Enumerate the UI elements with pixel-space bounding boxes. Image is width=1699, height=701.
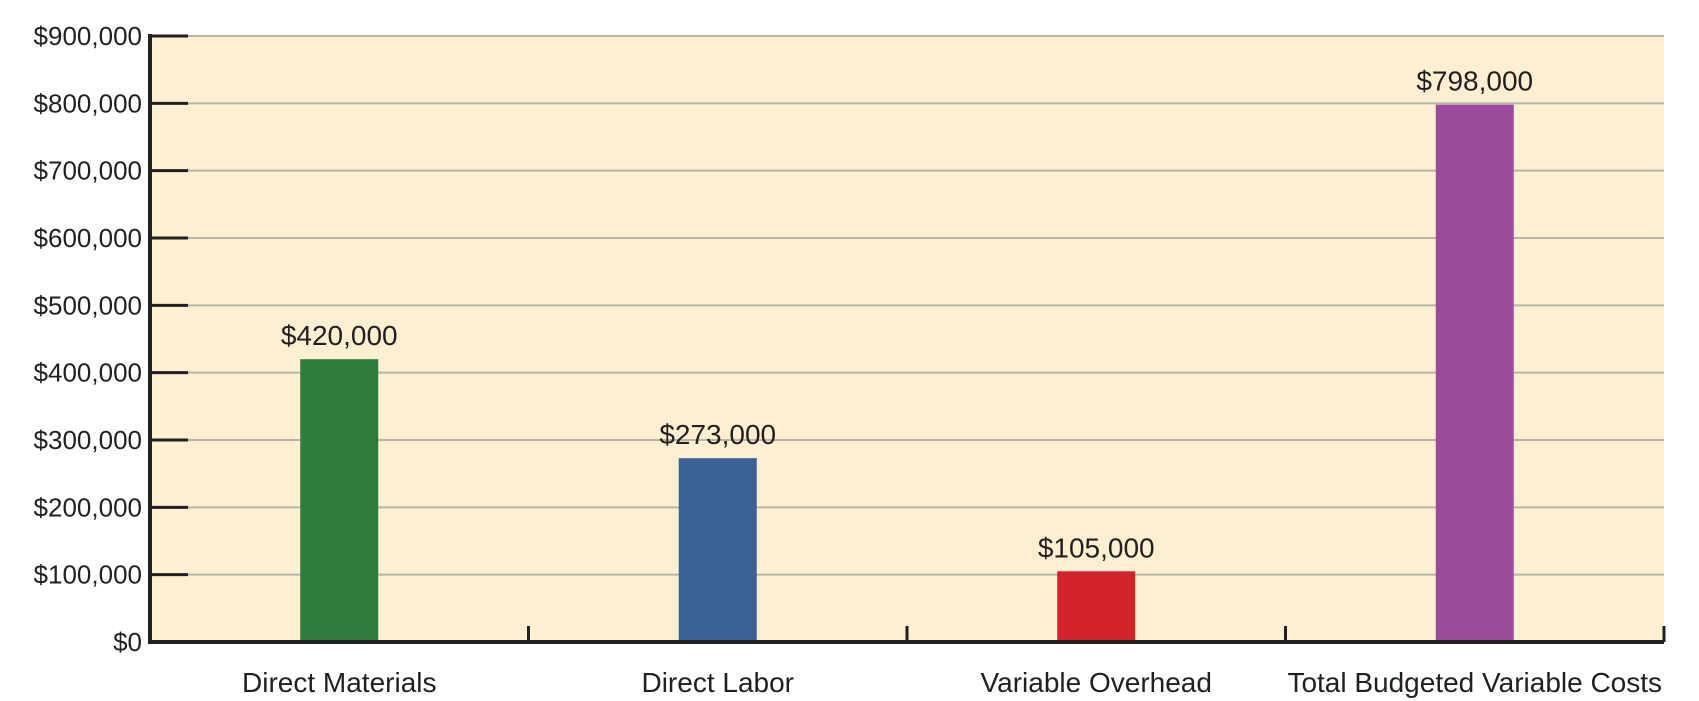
y-tick-label-3: $300,000 bbox=[34, 425, 142, 455]
data-label-1: $420,000 bbox=[281, 320, 398, 351]
y-tick-label-8: $800,000 bbox=[34, 88, 142, 118]
y-tick-label-6: $600,000 bbox=[34, 223, 142, 253]
data-label-4: $798,000 bbox=[1416, 66, 1533, 97]
category-label-2: Direct Labor bbox=[641, 667, 794, 698]
category-label-4: Total Budgeted Variable Costs bbox=[1287, 667, 1662, 698]
bars bbox=[300, 104, 1514, 643]
y-tick-label-5: $500,000 bbox=[34, 290, 142, 320]
data-label-3: $105,000 bbox=[1038, 532, 1155, 563]
bar-1 bbox=[300, 359, 379, 642]
y-tick-label-7: $700,000 bbox=[34, 156, 142, 186]
category-label-1: Direct Materials bbox=[242, 667, 436, 698]
plot-background bbox=[150, 36, 1664, 642]
bar-2 bbox=[678, 458, 757, 642]
gridlines bbox=[150, 35, 1664, 576]
y-tick-label-9: $900,000 bbox=[34, 21, 142, 51]
data-labels: $420,000 $273,000 $105,000 $798,000 bbox=[281, 66, 1533, 564]
y-tick-label-1: $100,000 bbox=[34, 560, 142, 590]
x-category-labels: Direct Materials Direct Labor Variable Ove… bbox=[242, 667, 1662, 698]
y-tick-label-4: $400,000 bbox=[34, 358, 142, 388]
data-label-2: $273,000 bbox=[659, 419, 776, 450]
bar-4 bbox=[1435, 104, 1514, 643]
bar-3 bbox=[1057, 571, 1136, 642]
y-tick-labels: $0 $100,000 $200,000 $300,000 $400,000 $500,0… bbox=[34, 21, 142, 657]
y-tick-label-0: $0 bbox=[113, 627, 142, 657]
category-label-3: Variable Overhead bbox=[981, 667, 1212, 698]
axes bbox=[148, 34, 1666, 644]
y-tick-label-2: $200,000 bbox=[34, 492, 142, 522]
